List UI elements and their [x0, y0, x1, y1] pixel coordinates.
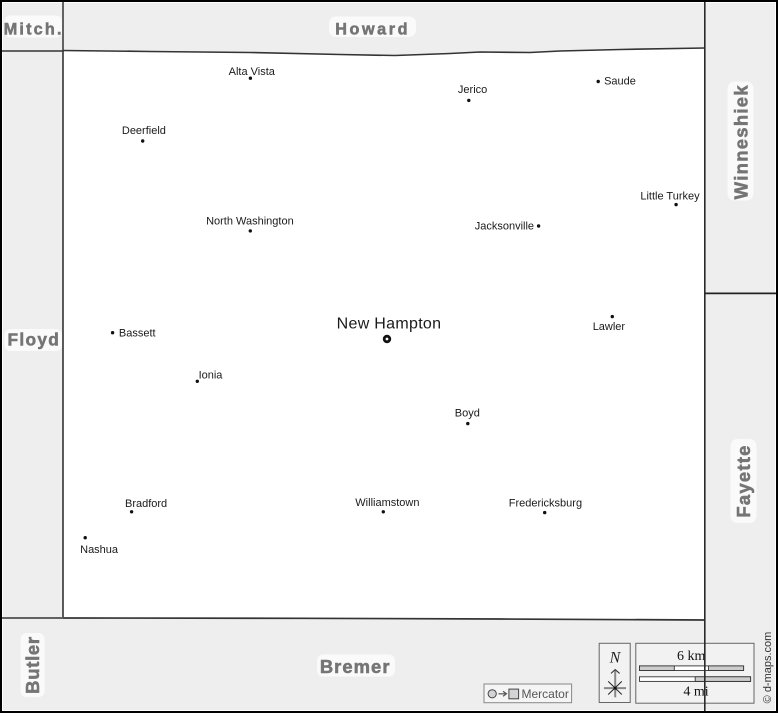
svg-text:Bradford: Bradford: [125, 498, 167, 510]
svg-text:Jacksonville: Jacksonville: [475, 221, 534, 233]
svg-text:Boyd: Boyd: [455, 407, 480, 419]
svg-text:Ionia: Ionia: [199, 370, 224, 382]
svg-text:Mitch.: Mitch.: [4, 20, 64, 38]
svg-text:Mercator: Mercator: [522, 687, 569, 701]
svg-text:North Washington: North Washington: [206, 216, 294, 228]
svg-text:Williamstown: Williamstown: [355, 497, 419, 509]
svg-text:Deerfield: Deerfield: [122, 125, 166, 137]
svg-text:© d-maps.com: © d-maps.com: [762, 632, 774, 704]
svg-text:Floyd: Floyd: [8, 329, 61, 349]
svg-text:Saude: Saude: [604, 76, 636, 88]
svg-text:Bassett: Bassett: [119, 328, 156, 340]
svg-text:Howard: Howard: [335, 20, 410, 38]
svg-text:Nashua: Nashua: [80, 544, 119, 556]
svg-text:N: N: [609, 650, 622, 667]
svg-text:4 mi: 4 mi: [683, 685, 708, 700]
svg-text:Fayette: Fayette: [733, 444, 754, 517]
svg-text:Jerico: Jerico: [458, 84, 487, 96]
svg-text:Butler: Butler: [22, 636, 43, 694]
svg-text:Fredericksburg: Fredericksburg: [509, 498, 582, 510]
svg-text:Bremer: Bremer: [320, 656, 391, 677]
svg-text:Little Turkey: Little Turkey: [640, 190, 700, 202]
svg-text:New Hampton: New Hampton: [337, 316, 442, 333]
svg-text:6 km: 6 km: [677, 649, 706, 664]
svg-text:Winneshiek: Winneshiek: [730, 84, 751, 199]
svg-text:Lawler: Lawler: [593, 321, 626, 333]
svg-text:Alta Vista: Alta Vista: [229, 66, 276, 78]
